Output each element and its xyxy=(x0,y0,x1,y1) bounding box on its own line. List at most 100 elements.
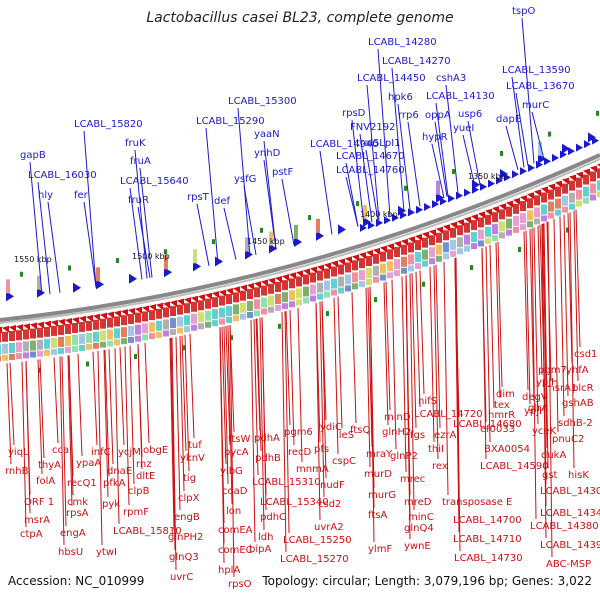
gene-label[interactable]: gapB xyxy=(20,150,46,161)
gene-label[interactable]: hypR xyxy=(422,132,448,143)
gene-label[interactable]: glnPH2 xyxy=(168,532,203,543)
gene-label[interactable]: glrA xyxy=(528,403,548,414)
gene-label[interactable]: mrec xyxy=(400,474,425,485)
gene-label[interactable]: LCABL_14450 xyxy=(357,73,426,84)
gene-label[interactable]: usp6 xyxy=(458,109,482,120)
gene-label[interactable]: fruR xyxy=(128,195,149,206)
gene-label[interactable]: LCABL_15250 xyxy=(283,535,352,546)
gene-label[interactable]: rnhB xyxy=(5,466,29,477)
gene-label[interactable]: LCABL_13670 xyxy=(506,81,575,92)
gene-label[interactable]: FNV2192 xyxy=(350,122,396,133)
gene-label[interactable]: LCABL_14760 xyxy=(336,165,405,176)
gene-label[interactable]: LCABL_15300 xyxy=(228,96,297,107)
gene-label[interactable]: ef0033 xyxy=(480,424,515,435)
gene-label[interactable]: yhfA xyxy=(566,365,589,376)
gene-label[interactable]: glnQ3 xyxy=(169,552,199,563)
gene-label[interactable]: tuf xyxy=(188,440,202,451)
gene-label[interactable]: LCABL_15310 xyxy=(252,477,321,488)
gene-label[interactable]: cshA3 xyxy=(436,73,466,84)
gene-label[interactable]: murC xyxy=(522,100,549,111)
gene-label[interactable]: thyA xyxy=(38,460,61,471)
gene-label[interactable]: ezrA xyxy=(434,430,457,441)
gene-label[interactable]: msrA xyxy=(24,515,50,526)
gene-label[interactable]: pdhB xyxy=(255,453,281,464)
gene-label[interactable]: glnH2 xyxy=(382,427,411,438)
gene-label[interactable]: fruA xyxy=(130,156,151,167)
gene-label[interactable]: gst xyxy=(542,470,558,481)
gene-label[interactable]: rnz xyxy=(136,459,152,470)
gene-label[interactable]: BXA0054 xyxy=(484,444,530,455)
gene-label[interactable]: yiqL xyxy=(8,447,29,458)
gene-label[interactable]: lon xyxy=(226,506,241,517)
gene-label[interactable]: minD xyxy=(384,412,411,423)
gene-label[interactable]: LCABL_14380 xyxy=(530,521,599,532)
gene-label[interactable]: yceK xyxy=(532,426,557,437)
gene-label[interactable]: pgm7 xyxy=(538,365,567,376)
gene-label[interactable]: dltE xyxy=(136,471,155,482)
gene-label[interactable]: ylbG xyxy=(220,466,243,477)
gene-label[interactable]: degV xyxy=(522,392,548,403)
gene-label[interactable]: LCABL_14340 xyxy=(540,508,600,519)
gene-label[interactable]: pstF xyxy=(272,167,293,178)
gene-label[interactable]: glnQ4 xyxy=(404,523,434,534)
gene-label[interactable]: ypjI xyxy=(524,406,542,417)
gene-label[interactable]: ldh xyxy=(258,532,273,543)
gene-label[interactable]: csd2 xyxy=(318,499,341,510)
gene-label[interactable]: ypaA xyxy=(76,458,101,469)
gene-label[interactable]: mraY xyxy=(366,449,393,460)
gene-label[interactable]: cspC xyxy=(332,456,356,467)
gene-label[interactable]: murD xyxy=(364,469,392,480)
gene-label[interactable]: pfkA xyxy=(103,478,126,489)
gene-label[interactable]: pyk xyxy=(102,499,120,510)
gene-label[interactable]: thiI xyxy=(428,444,444,455)
gene-label[interactable]: uvrC xyxy=(170,572,193,583)
gene-label[interactable]: oppA xyxy=(425,110,451,121)
gene-label[interactable]: engA xyxy=(60,528,86,539)
gene-label[interactable]: rpsA xyxy=(66,508,89,519)
gene-label[interactable]: LCABL_15820 xyxy=(74,119,143,130)
gene-label[interactable]: LCABL_14390 xyxy=(540,540,600,551)
gene-label[interactable]: gshAB xyxy=(562,398,594,409)
gene-label[interactable]: mreD xyxy=(404,497,432,508)
gene-label[interactable]: tspO xyxy=(512,6,535,17)
gene-label[interactable]: dapE xyxy=(496,114,521,125)
gene-label[interactable]: comEA xyxy=(218,525,253,536)
gene-label[interactable]: ftsW xyxy=(228,434,250,445)
gene-label[interactable]: LCABL_14130 xyxy=(426,91,495,102)
gene-label[interactable]: comEC xyxy=(218,545,253,556)
gene-label[interactable]: rpsD xyxy=(342,108,366,119)
gene-label[interactable]: infC xyxy=(91,447,111,458)
gene-label[interactable]: yueI xyxy=(453,123,474,134)
gene-label[interactable]: cca xyxy=(52,445,69,456)
gene-label[interactable]: pnuC2 xyxy=(552,434,584,445)
gene-label[interactable]: nudF xyxy=(320,480,345,491)
gene-label[interactable]: tig xyxy=(183,473,196,484)
gene-label[interactable]: rpmF xyxy=(123,507,149,518)
gene-label[interactable]: LCABL_14590 xyxy=(480,461,549,472)
gene-label[interactable]: LCABL_15810 xyxy=(113,526,182,537)
gene-label[interactable]: recD xyxy=(288,447,312,458)
gene-label[interactable]: ftsQ xyxy=(350,425,370,436)
gene-label[interactable]: coaD xyxy=(222,486,248,497)
gene-label[interactable]: pdhA xyxy=(254,433,280,444)
gene-label[interactable]: rex xyxy=(432,461,448,472)
gene-label[interactable]: rpsO xyxy=(228,579,252,590)
gene-label[interactable]: minC xyxy=(408,512,434,523)
gene-label[interactable]: tex xyxy=(494,400,510,411)
gene-label[interactable]: yknV xyxy=(180,453,205,464)
gene-label[interactable]: msrA1 xyxy=(545,383,577,394)
gene-label[interactable]: pgm6 xyxy=(284,427,313,438)
gene-label[interactable]: LCABL_15270 xyxy=(280,554,349,565)
gene-label[interactable]: engB xyxy=(174,512,200,523)
gene-label[interactable]: LCABL_14940 xyxy=(310,139,379,150)
gene-label[interactable]: fer xyxy=(74,190,89,201)
gene-label[interactable]: dnaE xyxy=(107,466,132,477)
gene-label[interactable]: dim xyxy=(496,389,515,400)
gene-label[interactable]: clpB xyxy=(128,486,150,497)
gene-label[interactable]: hpk6 xyxy=(388,92,413,103)
gene-label[interactable]: recQ1 xyxy=(67,478,97,489)
gene-label[interactable]: ysfG xyxy=(234,174,256,185)
gene-label[interactable]: uvrA2 xyxy=(314,522,344,533)
gene-label[interactable]: ynhD xyxy=(254,148,281,159)
gene-label[interactable]: cmk xyxy=(67,497,88,508)
